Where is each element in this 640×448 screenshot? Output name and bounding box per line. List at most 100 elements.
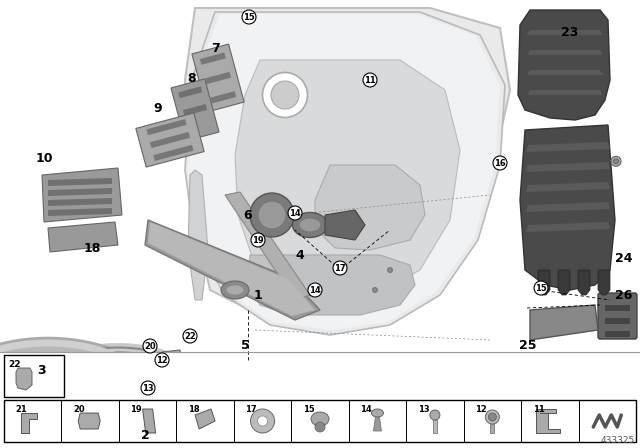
Circle shape xyxy=(183,329,197,343)
Ellipse shape xyxy=(221,281,249,299)
Circle shape xyxy=(257,416,268,426)
Text: 20: 20 xyxy=(144,341,156,350)
Ellipse shape xyxy=(299,218,321,232)
Text: 3: 3 xyxy=(38,363,46,376)
Circle shape xyxy=(251,233,265,247)
Polygon shape xyxy=(48,198,112,206)
Text: 15: 15 xyxy=(535,284,547,293)
Text: 12: 12 xyxy=(156,356,168,365)
Polygon shape xyxy=(225,192,310,300)
Circle shape xyxy=(257,288,262,293)
Circle shape xyxy=(242,10,256,24)
Text: 19: 19 xyxy=(131,405,142,414)
Polygon shape xyxy=(248,255,415,315)
Text: 23: 23 xyxy=(561,26,579,39)
Text: 2: 2 xyxy=(141,428,149,441)
Polygon shape xyxy=(188,170,208,300)
Text: 25: 25 xyxy=(519,339,537,352)
Polygon shape xyxy=(188,14,500,330)
Bar xyxy=(605,331,630,337)
Text: 7: 7 xyxy=(211,42,220,55)
Text: 1: 1 xyxy=(253,289,262,302)
Text: 18: 18 xyxy=(83,241,100,254)
Polygon shape xyxy=(527,30,603,35)
Polygon shape xyxy=(527,50,603,55)
Circle shape xyxy=(143,339,157,353)
Polygon shape xyxy=(162,350,182,365)
Text: 11: 11 xyxy=(532,405,545,414)
Polygon shape xyxy=(558,270,570,295)
Circle shape xyxy=(243,267,248,272)
Text: 18: 18 xyxy=(188,405,200,414)
Polygon shape xyxy=(518,10,610,120)
Polygon shape xyxy=(526,142,610,152)
Polygon shape xyxy=(185,12,505,335)
Ellipse shape xyxy=(262,73,307,117)
Polygon shape xyxy=(48,208,112,216)
Circle shape xyxy=(258,201,286,229)
Polygon shape xyxy=(235,60,460,300)
Text: 13: 13 xyxy=(418,405,429,414)
Text: 14: 14 xyxy=(289,208,301,217)
Circle shape xyxy=(611,156,621,166)
Text: 4: 4 xyxy=(296,249,305,262)
Polygon shape xyxy=(147,119,187,135)
Text: 17: 17 xyxy=(334,263,346,272)
Text: 11: 11 xyxy=(364,76,376,85)
Ellipse shape xyxy=(485,410,499,424)
Circle shape xyxy=(534,281,548,295)
Text: 433325: 433325 xyxy=(601,436,635,445)
Polygon shape xyxy=(526,182,610,192)
Text: 26: 26 xyxy=(615,289,633,302)
Polygon shape xyxy=(527,70,603,75)
Circle shape xyxy=(363,73,377,87)
Polygon shape xyxy=(171,79,219,141)
Polygon shape xyxy=(136,113,204,167)
Text: 13: 13 xyxy=(142,383,154,392)
Polygon shape xyxy=(374,417,381,431)
Circle shape xyxy=(250,409,275,433)
Polygon shape xyxy=(325,210,365,240)
Text: 10: 10 xyxy=(35,151,52,164)
Polygon shape xyxy=(145,220,320,320)
Ellipse shape xyxy=(292,212,328,237)
Circle shape xyxy=(614,159,618,164)
Circle shape xyxy=(315,422,325,432)
Text: 15: 15 xyxy=(303,405,314,414)
Polygon shape xyxy=(520,125,615,290)
Polygon shape xyxy=(154,145,193,161)
Polygon shape xyxy=(433,420,437,433)
Polygon shape xyxy=(195,409,215,429)
Text: 22: 22 xyxy=(184,332,196,340)
Ellipse shape xyxy=(430,410,440,420)
Polygon shape xyxy=(185,8,510,330)
Polygon shape xyxy=(578,270,590,295)
Text: 14: 14 xyxy=(309,285,321,294)
Circle shape xyxy=(155,353,169,367)
Polygon shape xyxy=(598,270,610,295)
Text: 24: 24 xyxy=(615,251,633,264)
Polygon shape xyxy=(183,104,207,116)
Polygon shape xyxy=(78,413,100,429)
Polygon shape xyxy=(143,409,156,433)
Text: 12: 12 xyxy=(475,405,487,414)
Polygon shape xyxy=(490,424,494,433)
Text: 9: 9 xyxy=(154,102,163,115)
Polygon shape xyxy=(530,305,598,340)
Circle shape xyxy=(250,193,294,237)
Circle shape xyxy=(308,283,322,297)
Polygon shape xyxy=(178,86,202,98)
Polygon shape xyxy=(526,162,610,172)
Polygon shape xyxy=(20,413,36,433)
Circle shape xyxy=(387,267,392,272)
Polygon shape xyxy=(536,409,560,433)
Text: 8: 8 xyxy=(188,72,196,85)
Ellipse shape xyxy=(311,412,329,426)
Polygon shape xyxy=(148,222,315,316)
Circle shape xyxy=(488,413,497,421)
Text: 14: 14 xyxy=(360,405,372,414)
Polygon shape xyxy=(200,52,226,65)
Bar xyxy=(0,352,640,440)
Text: 16: 16 xyxy=(494,159,506,168)
Text: 20: 20 xyxy=(73,405,84,414)
